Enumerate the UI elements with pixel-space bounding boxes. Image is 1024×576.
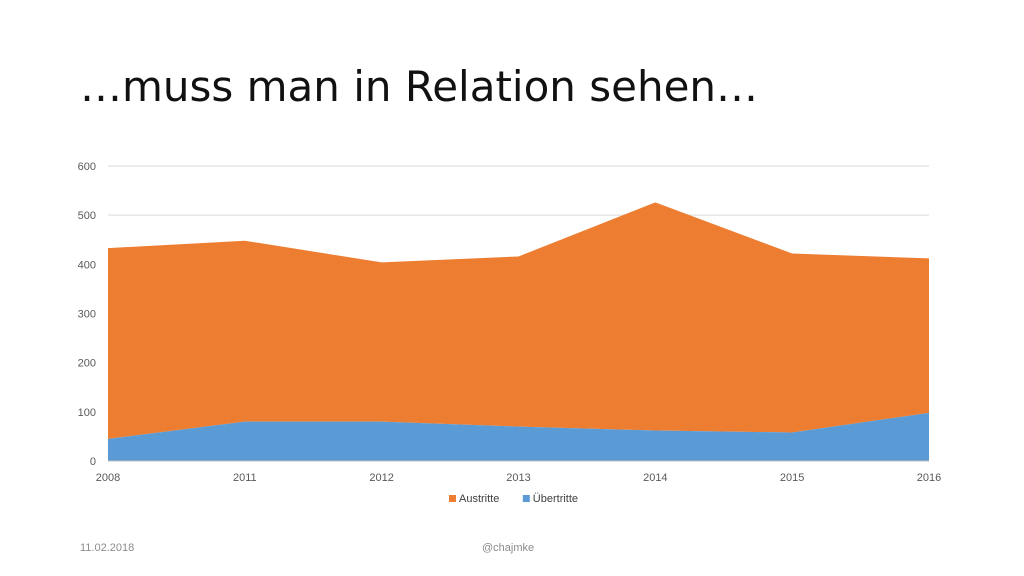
x-tick-label: 2011 — [233, 472, 257, 484]
x-tick-label: 2016 — [917, 472, 941, 484]
x-tick-label: 2014 — [643, 472, 667, 484]
legend-label: Übertritte — [533, 493, 578, 505]
y-tick-label: 0 — [90, 456, 96, 468]
y-tick-label: 500 — [78, 210, 96, 222]
x-tick-label: 2012 — [369, 472, 393, 484]
x-tick-label: 2015 — [780, 472, 804, 484]
y-tick-label: 300 — [78, 309, 96, 321]
legend-swatch — [449, 495, 456, 502]
x-tick-label: 2013 — [506, 472, 530, 484]
footer-date: 11.02.2018 — [80, 542, 135, 554]
x-tick-label: 2008 — [96, 472, 120, 484]
y-tick-label: 100 — [78, 407, 96, 419]
y-tick-label: 600 — [78, 161, 96, 173]
series-area-austritte — [108, 202, 929, 439]
slide-title: …muss man in Relation sehen… — [80, 62, 759, 111]
series-area-uebertritte — [108, 412, 929, 461]
footer-handle: @chajmke — [482, 542, 535, 554]
y-tick-label: 400 — [78, 259, 96, 271]
y-tick-label: 200 — [78, 358, 96, 370]
legend-label: Austritte — [459, 493, 499, 505]
legend-swatch — [522, 495, 530, 502]
